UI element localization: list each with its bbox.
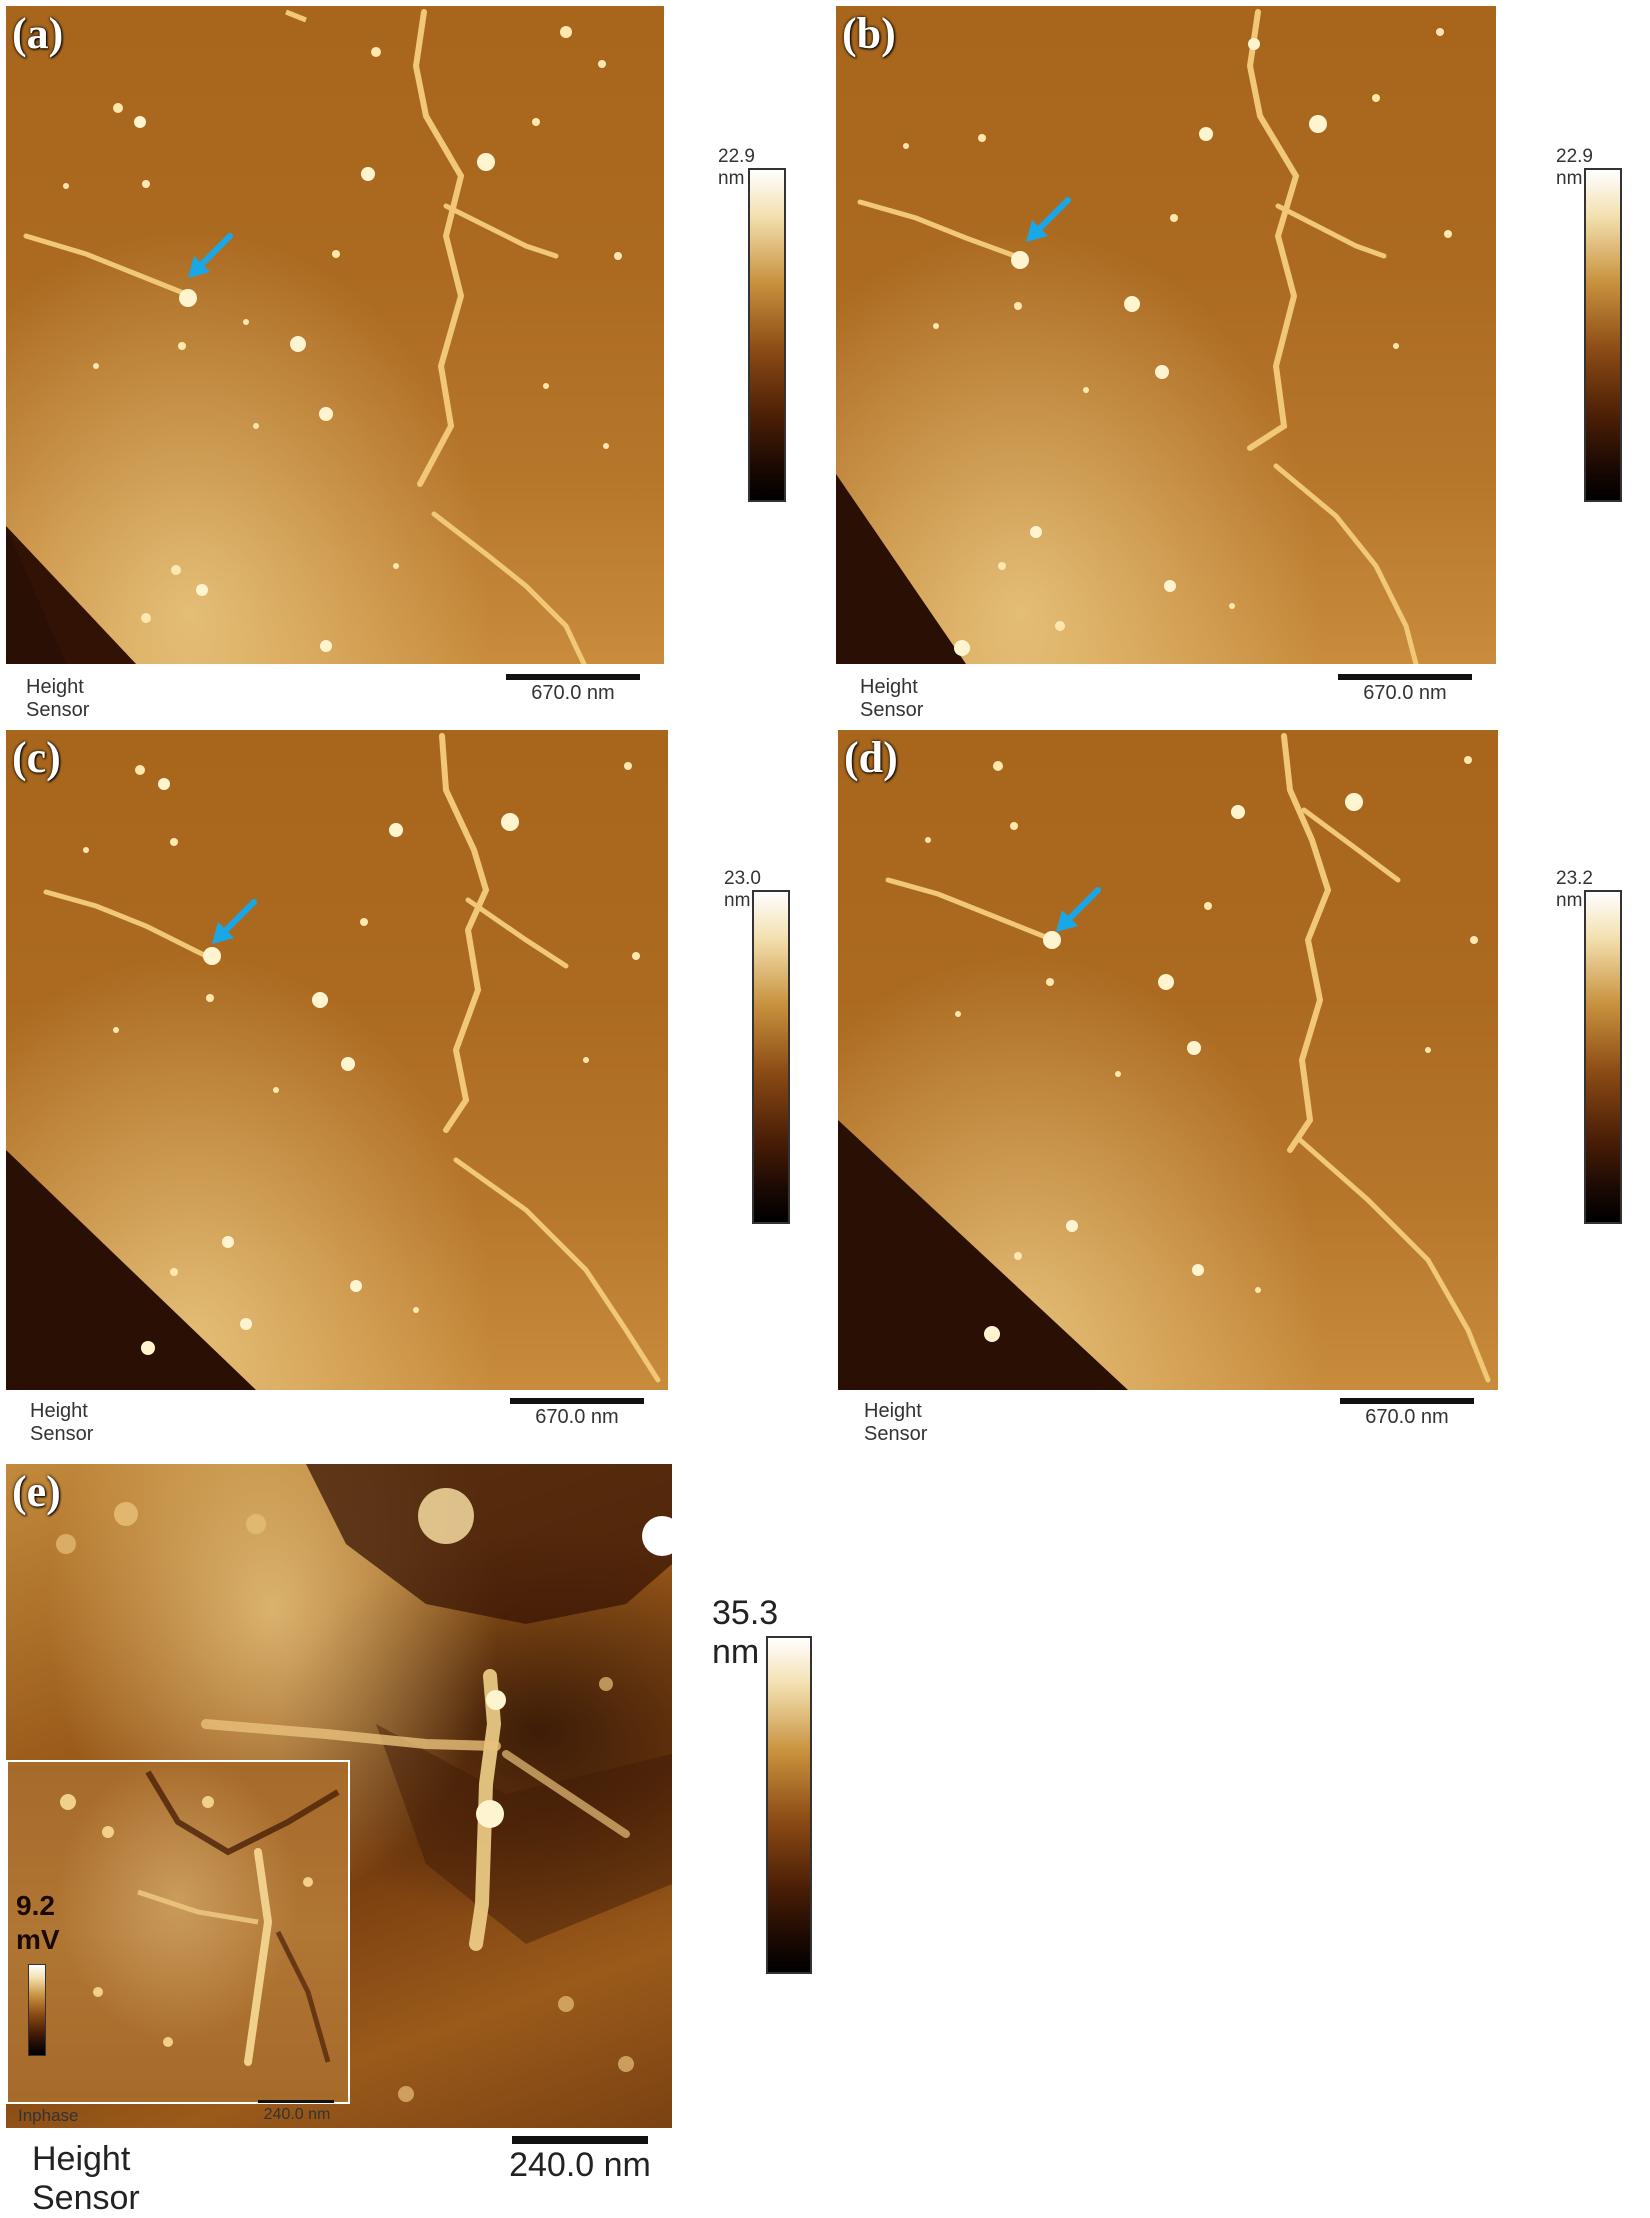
afm-features-c [6,730,668,1390]
panel-label: (a) [12,8,63,59]
color-scale-bar [752,890,790,1224]
sensor-label: Height Sensor [26,676,89,722]
afm-features-a [6,6,664,664]
scale-bar [512,2136,648,2144]
inset-scale-bar [258,2100,334,2103]
panel-label: (e) [12,1466,61,1517]
scale-bar-label: 670.0 nm [510,1406,644,1429]
sensor-label: Height Sensor [32,2140,140,2218]
inset-color-scale-bar [28,1964,46,2056]
afm-features-d [838,730,1498,1390]
color-scale-bar [1584,168,1622,502]
arrow-icon [184,228,238,282]
inset-color-max-unit: mV [16,1924,60,1956]
scale-bar-label: 670.0 nm [1340,1406,1474,1429]
inset-inphase: 9.2 mV [6,1760,350,2104]
color-scale-bar [766,1636,812,1974]
sensor-label: Height Sensor [30,1400,93,1446]
arrow-icon [1052,882,1106,936]
sensor-label: Height Sensor [860,676,923,722]
sensor-label: Height Sensor [864,1400,927,1446]
afm-image-b: (b) [836,6,1496,664]
color-scale-bar [1584,890,1622,1224]
inset-color-max-value: 9.2 [16,1890,55,1922]
afm-image-c: (c) [6,730,668,1390]
inset-sensor-label: Inphase [18,2106,79,2126]
scale-bar [1340,1398,1474,1404]
panel-label: (c) [12,732,61,783]
panel-label: (b) [842,8,896,59]
color-scale-bar [748,168,786,502]
scale-bar-label: 670.0 nm [1338,682,1472,705]
arrow-icon [1022,192,1076,246]
arrow-icon [208,894,262,948]
scale-bar-label: 240.0 nm [490,2146,670,2185]
afm-features-b [836,6,1496,664]
scale-bar [510,1398,644,1404]
inset-scale-bar-label: 240.0 nm [250,2106,344,2124]
afm-image-d: (d) [838,730,1498,1390]
panel-label: (d) [844,732,898,783]
scale-bar-label: 670.0 nm [506,682,640,705]
scale-bar [1338,674,1472,680]
afm-image-a: (a) [6,6,664,664]
scale-bar [506,674,640,680]
afm-image-e: (e) 9.2 mV [6,1464,672,2128]
